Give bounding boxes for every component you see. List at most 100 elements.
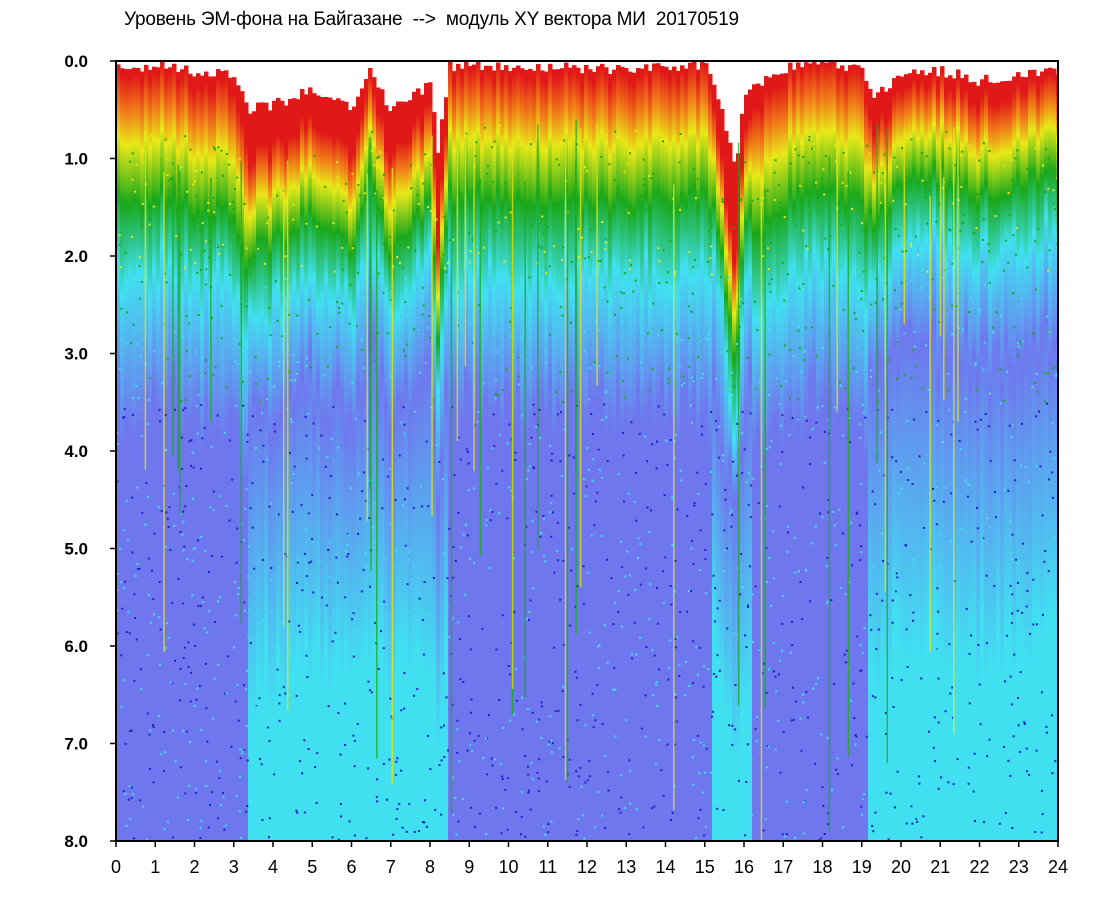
heatmap-speckle [328, 541, 331, 544]
heatmap-speckle [1007, 776, 1010, 779]
heatmap-speckle [205, 760, 208, 763]
heatmap-speckle [295, 809, 298, 812]
heatmap-speckle [532, 403, 535, 406]
heatmap-speckle [500, 832, 503, 835]
heatmap-speckle [765, 691, 768, 694]
heatmap-speckle [655, 681, 658, 684]
heatmap-speckle [676, 636, 679, 639]
heatmap-speckle [255, 592, 258, 595]
heatmap-speckle [487, 714, 490, 717]
heatmap-speckle [704, 279, 707, 282]
heatmap-speckle [261, 412, 264, 415]
heatmap-speckle [496, 351, 499, 354]
heatmap-speckle [453, 474, 456, 477]
heatmap-column [740, 113, 745, 841]
heatmap-speckle [607, 789, 610, 792]
heatmap-column [376, 87, 381, 841]
heatmap-speckle [1007, 489, 1010, 492]
heatmap-speckle [937, 787, 940, 790]
heatmap-speckle [778, 659, 781, 662]
heatmap-speckle [644, 735, 647, 738]
heatmap-speckle [640, 195, 643, 198]
heatmap-speckle [1013, 459, 1016, 462]
heatmap-speckle [630, 264, 633, 267]
heatmap-speckle [653, 805, 656, 808]
heatmap-speckle [604, 827, 607, 830]
heatmap-speckle [269, 334, 272, 337]
heatmap-speckle [978, 311, 981, 314]
heatmap-speckle [199, 826, 202, 829]
heatmap-speckle [324, 185, 327, 188]
heatmap-speckle [429, 336, 432, 339]
heatmap-column [480, 69, 485, 841]
heatmap-speckle [235, 794, 238, 797]
heatmap-speckle [885, 791, 888, 794]
x-tick-label: 20 [891, 857, 911, 877]
heatmap-speckle [731, 724, 734, 727]
heatmap-speckle [342, 268, 345, 271]
heatmap-speckle [897, 234, 900, 237]
heatmap-speckle [779, 424, 782, 427]
heatmap-speckle [313, 154, 316, 157]
heatmap-speckle [416, 688, 419, 691]
heatmap-column [512, 67, 517, 841]
heatmap-speckle [845, 184, 848, 187]
heatmap-speckle [310, 560, 313, 563]
heatmap-speckle [213, 621, 216, 624]
heatmap-speckle [695, 837, 698, 840]
heatmap-speckle [718, 669, 721, 672]
heatmap-speckle [909, 242, 912, 245]
heatmap-streak [366, 173, 368, 521]
heatmap-speckle [305, 457, 308, 460]
heatmap-speckle [370, 479, 373, 482]
heatmap-speckle [844, 387, 847, 390]
heatmap-speckle [814, 762, 817, 765]
heatmap-speckle [182, 510, 185, 513]
heatmap-speckle [470, 698, 473, 701]
heatmap-speckle [541, 215, 544, 218]
heatmap-speckle [805, 245, 808, 248]
heatmap-speckle [248, 693, 251, 696]
heatmap-speckle [936, 423, 939, 426]
heatmap-speckle [815, 355, 818, 358]
heatmap-speckle [999, 368, 1002, 371]
heatmap-speckle [158, 581, 161, 584]
heatmap-speckle [544, 560, 547, 563]
heatmap-speckle [569, 321, 572, 324]
heatmap-speckle [396, 808, 399, 811]
heatmap-speckle [710, 410, 713, 413]
heatmap-speckle [350, 741, 353, 744]
heatmap-speckle [199, 228, 202, 231]
heatmap-speckle [218, 769, 221, 772]
heatmap-speckle [611, 335, 614, 338]
heatmap-column [916, 74, 921, 841]
heatmap-speckle [190, 464, 193, 467]
heatmap-column [808, 63, 813, 841]
heatmap-speckle [809, 436, 812, 439]
heatmap-streak [884, 184, 887, 592]
heatmap-speckle [673, 270, 676, 273]
heatmap-column [872, 97, 877, 841]
heatmap-speckle [305, 434, 308, 437]
heatmap-speckle [204, 662, 207, 665]
heatmap-speckle [147, 557, 150, 560]
heatmap-speckle [599, 260, 602, 263]
heatmap-speckle [711, 754, 714, 757]
heatmap-speckle [181, 467, 184, 470]
heatmap-speckle [148, 223, 151, 226]
heatmap-speckle [427, 734, 430, 737]
heatmap-speckle [614, 601, 617, 604]
heatmap-speckle [395, 760, 398, 763]
heatmap-speckle [858, 423, 861, 426]
x-tick-label: 19 [852, 857, 872, 877]
heatmap-speckle [629, 259, 632, 262]
heatmap-column [1028, 69, 1033, 841]
heatmap-speckle [596, 645, 599, 648]
heatmap-speckle [995, 311, 998, 314]
heatmap-speckle [556, 559, 559, 562]
heatmap-speckle [594, 500, 597, 503]
heatmap-speckle [626, 310, 629, 313]
heatmap-speckle [743, 448, 746, 451]
heatmap-column [416, 88, 421, 841]
heatmap-speckle [1011, 424, 1014, 427]
